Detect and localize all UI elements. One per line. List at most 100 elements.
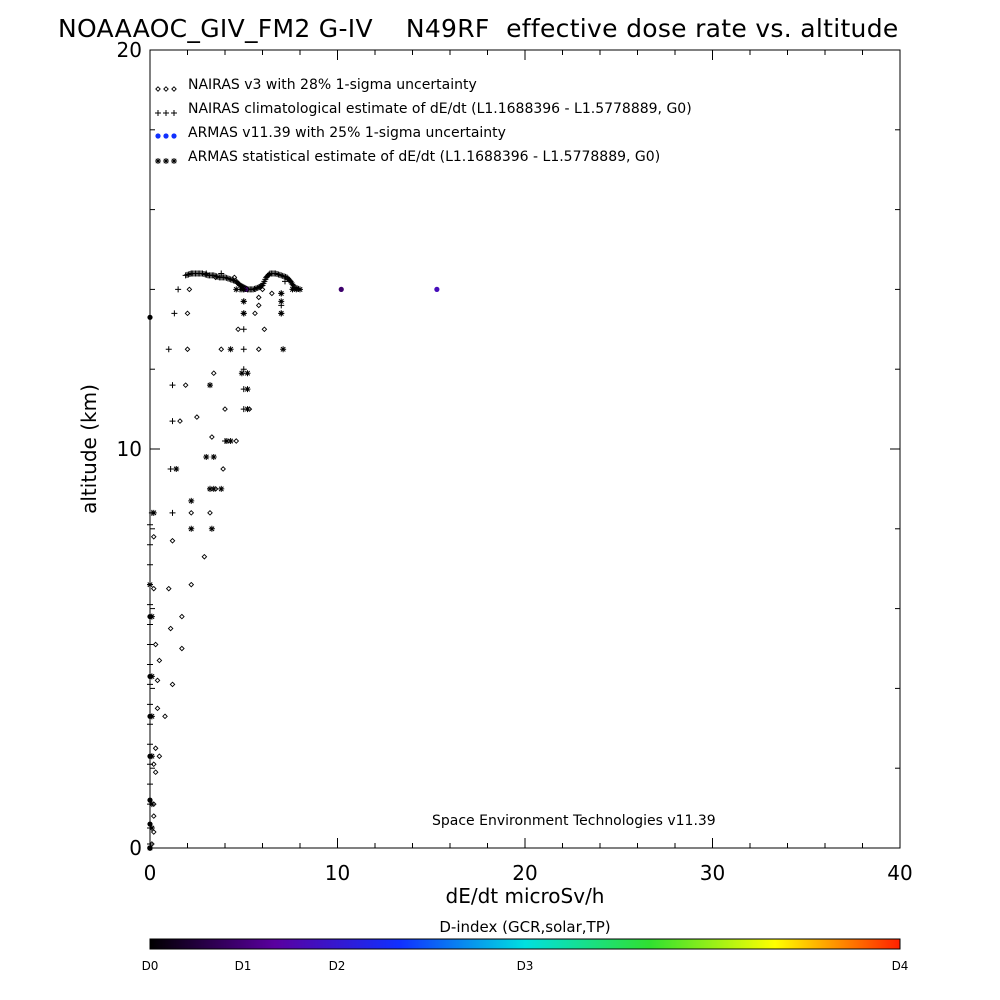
data-point-asterisk — [244, 406, 251, 413]
data-point-plus — [171, 310, 178, 317]
data-point-diamond — [252, 310, 258, 317]
data-point-diamond — [259, 286, 266, 293]
chart-title: NOAAAOC_GIV_FM2 G-IV N49RF effective dos… — [58, 14, 899, 43]
data-point-plus — [147, 741, 153, 748]
data-point-dot — [147, 821, 153, 827]
data-point-diamond — [150, 761, 157, 768]
data-point-plus — [147, 621, 153, 628]
data-point-diamond — [179, 613, 185, 620]
x-tick-label: 0 — [144, 861, 157, 885]
data-point-diamond — [150, 585, 157, 592]
legend-marker-dot — [163, 133, 169, 139]
legend-entry: ARMAS v11.39 with 25% 1-sigma uncertaint… — [155, 125, 506, 141]
data-point-plus — [165, 346, 172, 353]
data-point-plus — [218, 270, 225, 277]
data-point-plus — [240, 326, 247, 333]
data-marks — [147, 270, 440, 851]
data-point-diamond — [150, 829, 157, 835]
data-point-asterisk — [148, 825, 155, 832]
data-point-diamond — [156, 753, 163, 760]
data-point-dot — [147, 797, 153, 803]
series-diamond — [149, 274, 275, 847]
data-point-plus — [147, 641, 153, 648]
data-point-diamond — [235, 326, 241, 333]
data-point-plus — [147, 601, 153, 608]
data-point-plus — [203, 270, 210, 277]
x-tick-label: 30 — [700, 861, 725, 885]
data-point-asterisk — [233, 286, 240, 293]
y-axis-label: altitude (km) — [77, 384, 101, 514]
y-tick-label: 0 — [129, 836, 142, 860]
data-point-diamond — [152, 769, 159, 776]
data-point-plus — [175, 286, 182, 293]
data-point-plus — [282, 278, 288, 285]
data-point-diamond — [210, 370, 217, 377]
legend-entry: NAIRAS v3 with 28% 1-sigma uncertainty — [155, 77, 477, 93]
legend-entry: NAIRAS climatological estimate of dE/dt … — [155, 101, 692, 117]
data-point-plus — [147, 681, 153, 688]
data-point-diamond — [182, 382, 189, 388]
data-point-asterisk — [210, 485, 217, 492]
data-point-diamond — [222, 406, 228, 412]
legend-marker-dot — [171, 133, 177, 139]
data-point-diamond — [179, 645, 185, 652]
y-tick-label: 20 — [117, 38, 142, 62]
data-point-asterisk — [218, 485, 225, 492]
series-plus — [147, 270, 288, 848]
legend-marker-asterisk — [163, 158, 169, 164]
data-point-diamond — [255, 346, 262, 353]
legend-marker-plus — [155, 110, 161, 116]
data-point-dot — [147, 314, 153, 320]
data-point-plus — [147, 661, 153, 668]
data-point-plus — [147, 521, 153, 528]
data-point-diamond — [156, 657, 163, 664]
data-point-asterisk — [173, 465, 180, 472]
legend-label: NAIRAS climatological estimate of dE/dt … — [188, 101, 692, 117]
data-point-plus — [188, 270, 195, 277]
data-point-diamond — [165, 585, 172, 592]
data-point-plus — [169, 509, 176, 516]
y-tick-label: 10 — [117, 437, 142, 461]
data-point-plus — [167, 465, 174, 472]
data-point-asterisk — [227, 346, 234, 353]
legend-marker-asterisk — [155, 158, 161, 164]
data-point-asterisk — [278, 290, 285, 297]
colorbar — [149, 938, 901, 950]
data-point-diamond — [177, 418, 183, 424]
data-point-asterisk — [244, 370, 251, 377]
data-point-diamond — [186, 286, 193, 293]
legend-marker-diamond — [171, 86, 177, 92]
data-point-diamond — [150, 813, 157, 819]
data-point-asterisk — [210, 453, 217, 460]
data-point-asterisk — [223, 438, 230, 445]
data-point-asterisk — [188, 525, 195, 532]
data-point-plus — [147, 721, 153, 728]
plot-frame — [149, 49, 901, 849]
data-point-diamond — [184, 310, 191, 317]
data-point-diamond — [218, 346, 225, 353]
data-point-diamond — [220, 466, 226, 472]
data-point-plus — [267, 270, 273, 277]
data-point-diamond — [209, 434, 215, 440]
data-point-asterisk — [150, 509, 157, 516]
series-dot — [147, 286, 440, 851]
data-point-diamond — [154, 677, 161, 684]
x-tick-label: 10 — [325, 861, 350, 885]
series-asterisk — [147, 286, 303, 851]
data-point-diamond — [194, 414, 200, 420]
x-tick-label: 40 — [887, 861, 912, 885]
data-point-asterisk — [203, 453, 210, 460]
legend-label: NAIRAS v3 with 28% 1-sigma uncertainty — [188, 77, 477, 93]
data-point-asterisk — [297, 286, 303, 293]
legend-label: ARMAS v11.39 with 25% 1-sigma uncertaint… — [188, 125, 506, 141]
data-point-diamond — [261, 326, 268, 333]
data-point-asterisk — [280, 346, 287, 353]
data-point-asterisk — [148, 753, 155, 760]
data-point-diamond — [233, 438, 240, 444]
data-point-plus — [147, 761, 153, 768]
colorbar-label-d2: D2 — [329, 959, 346, 973]
axis-ticks — [149, 49, 901, 849]
data-point-asterisk — [278, 310, 285, 317]
data-point-diamond — [169, 537, 176, 544]
